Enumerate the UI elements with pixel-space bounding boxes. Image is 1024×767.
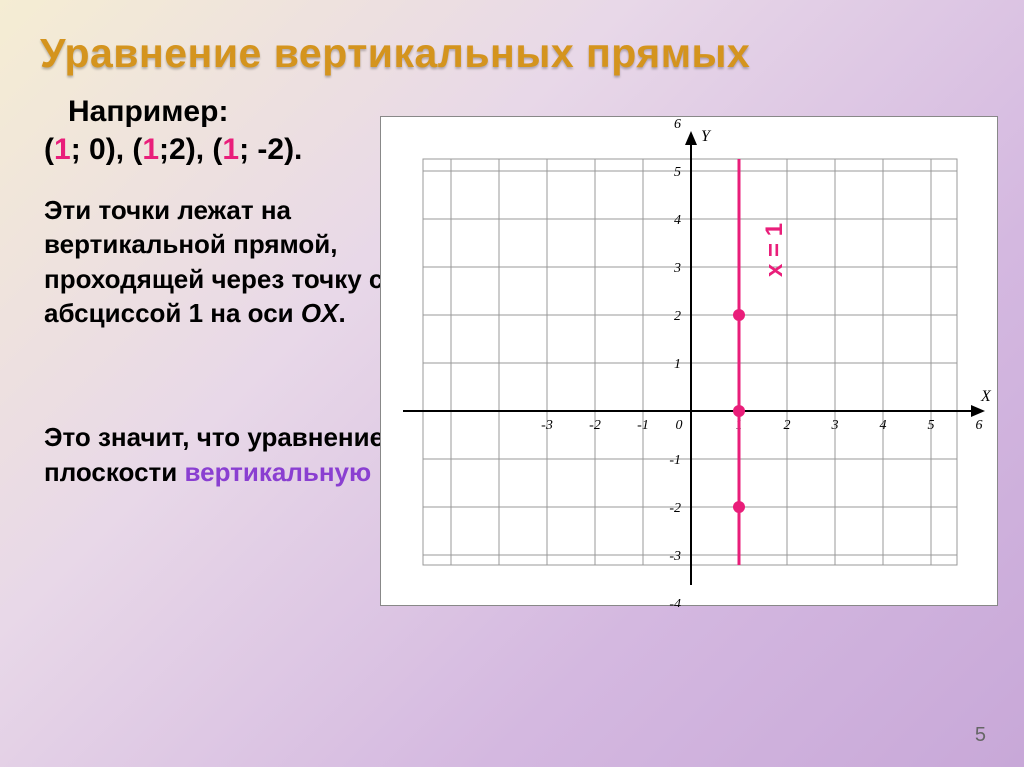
svg-text:-2: -2 [669, 501, 681, 516]
svg-text:2: 2 [674, 309, 681, 324]
chart-svg: XY-3-2-11234567-4-3-2-11234560 [381, 117, 999, 607]
svg-text:1: 1 [674, 357, 681, 372]
svg-text:X: X [980, 388, 992, 405]
svg-text:3: 3 [831, 418, 839, 433]
svg-text:-1: -1 [669, 453, 681, 468]
svg-text:5: 5 [928, 418, 935, 433]
svg-text:0: 0 [676, 418, 683, 433]
svg-text:6: 6 [674, 117, 681, 132]
svg-text:4: 4 [674, 213, 681, 228]
svg-text:-4: -4 [669, 597, 681, 607]
svg-text:Y: Y [701, 128, 712, 145]
svg-text:4: 4 [880, 418, 887, 433]
svg-text:-3: -3 [541, 418, 553, 433]
coordinate-chart: XY-3-2-11234567-4-3-2-11234560 x = 1 [380, 116, 998, 606]
svg-text:-2: -2 [589, 418, 601, 433]
svg-text:6: 6 [976, 418, 983, 433]
svg-text:3: 3 [673, 261, 681, 276]
svg-text:5: 5 [674, 165, 681, 180]
page-number: 5 [975, 724, 986, 747]
page-title: Уравнение вертикальных прямых [40, 30, 984, 77]
svg-text:2: 2 [784, 418, 791, 433]
svg-text:-3: -3 [669, 549, 681, 564]
svg-text:-1: -1 [637, 418, 649, 433]
vertical-line-label: x = 1 [761, 223, 789, 277]
body-text: Эти точки лежат на вертикальной прямой, … [44, 193, 404, 330]
